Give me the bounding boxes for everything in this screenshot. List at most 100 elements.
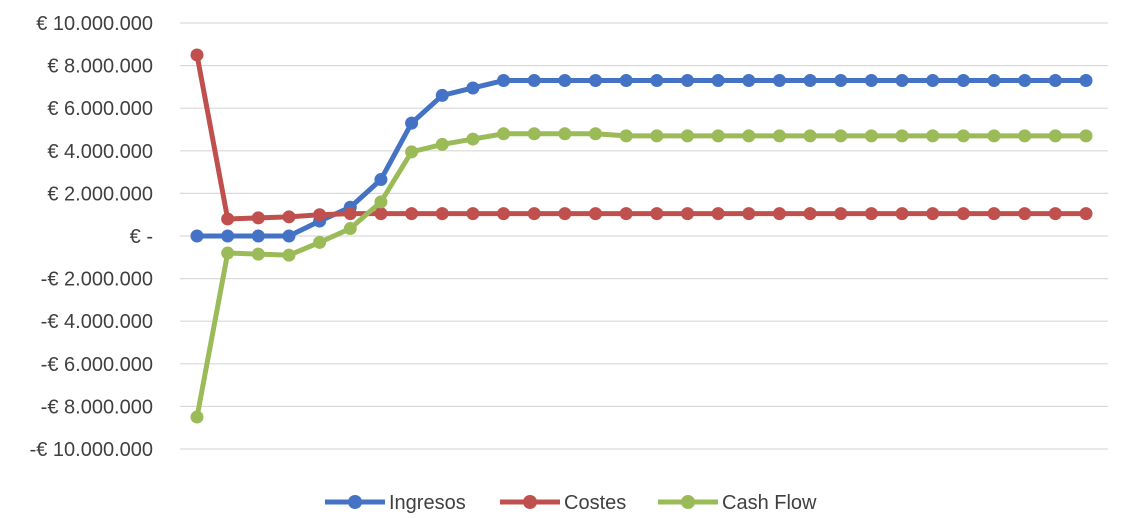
legend-label-ingresos: Ingresos — [389, 492, 466, 514]
data-point-cash-flow — [405, 145, 419, 159]
data-point-costes — [313, 208, 327, 222]
data-point-cash-flow — [313, 235, 327, 249]
data-point-ingresos — [1048, 74, 1062, 88]
legend: Ingresos Costes Cash Flow — [325, 492, 817, 514]
data-point-cash-flow — [497, 127, 511, 141]
data-point-ingresos — [895, 74, 909, 88]
data-point-ingresos — [987, 74, 1001, 88]
data-point-cash-flow — [190, 410, 204, 424]
data-point-costes — [589, 207, 603, 221]
data-point-ingresos — [834, 74, 848, 88]
data-point-costes — [497, 207, 511, 221]
data-point-cash-flow — [466, 132, 480, 146]
data-point-cash-flow — [435, 137, 449, 151]
data-point-cash-flow — [527, 127, 541, 141]
data-point-ingresos — [650, 74, 664, 88]
data-point-cash-flow — [711, 129, 725, 143]
data-point-cash-flow — [680, 129, 694, 143]
data-point-costes — [405, 207, 419, 221]
y-tick-label: € 10.000.000 — [36, 13, 153, 35]
data-point-costes — [282, 210, 296, 224]
data-point-cash-flow — [895, 129, 909, 143]
data-point-costes — [466, 207, 480, 221]
data-point-ingresos — [1018, 74, 1032, 88]
y-tick-label: € - — [130, 226, 153, 248]
data-point-costes — [221, 212, 235, 226]
data-point-costes — [711, 207, 725, 221]
data-point-cash-flow — [282, 248, 296, 262]
data-point-ingresos — [374, 173, 388, 187]
legend-swatch-marker-ingresos — [348, 495, 362, 509]
data-point-ingresos — [589, 74, 603, 88]
data-point-ingresos — [619, 74, 633, 88]
data-point-cash-flow — [558, 127, 572, 141]
data-point-ingresos — [282, 229, 296, 243]
series-points — [190, 48, 1093, 424]
data-point-costes — [956, 207, 970, 221]
data-point-costes — [558, 207, 572, 221]
series-line-cash-flow — [194, 131, 1089, 420]
data-point-costes — [987, 207, 1001, 221]
data-point-costes — [864, 207, 878, 221]
data-point-ingresos — [956, 74, 970, 88]
data-point-costes — [190, 48, 204, 62]
data-point-ingresos — [221, 229, 235, 243]
data-point-cash-flow — [772, 129, 786, 143]
data-point-costes — [895, 207, 909, 221]
data-point-costes — [680, 207, 694, 221]
data-point-costes — [926, 207, 940, 221]
data-point-ingresos — [405, 116, 419, 130]
data-point-cash-flow — [221, 246, 235, 260]
data-point-ingresos — [251, 229, 265, 243]
data-point-ingresos — [680, 74, 694, 88]
data-point-cash-flow — [834, 129, 848, 143]
data-point-cash-flow — [1079, 129, 1093, 143]
data-point-costes — [1079, 207, 1093, 221]
data-point-ingresos — [711, 74, 725, 88]
data-point-ingresos — [435, 88, 449, 102]
data-point-ingresos — [190, 229, 204, 243]
data-point-cash-flow — [742, 129, 756, 143]
y-tick-label: -€ 2.000.000 — [41, 269, 153, 291]
data-point-ingresos — [558, 74, 572, 88]
data-point-cash-flow — [650, 129, 664, 143]
legend-label-costes: Costes — [564, 492, 626, 514]
data-point-costes — [527, 207, 541, 221]
data-point-cash-flow — [374, 195, 388, 209]
data-point-ingresos — [527, 74, 541, 88]
legend-label-cash-flow: Cash Flow — [722, 492, 817, 514]
data-point-cash-flow — [864, 129, 878, 143]
y-tick-label: -€ 8.000.000 — [41, 396, 153, 418]
y-tick-label: -€ 4.000.000 — [41, 311, 153, 333]
data-point-costes — [251, 211, 265, 225]
data-point-costes — [435, 207, 449, 221]
y-tick-label: € 4.000.000 — [47, 141, 153, 163]
data-point-costes — [650, 207, 664, 221]
data-point-cash-flow — [619, 129, 633, 143]
data-point-costes — [1048, 207, 1062, 221]
data-point-costes — [1018, 207, 1032, 221]
data-point-ingresos — [772, 74, 786, 88]
data-point-costes — [343, 207, 357, 221]
data-point-cash-flow — [956, 129, 970, 143]
data-point-ingresos — [1079, 74, 1093, 88]
data-point-ingresos — [466, 81, 480, 95]
data-point-ingresos — [803, 74, 817, 88]
data-point-costes — [374, 207, 388, 221]
data-point-ingresos — [926, 74, 940, 88]
y-tick-label: -€ 6.000.000 — [41, 354, 153, 376]
data-point-cash-flow — [589, 127, 603, 141]
y-tick-label: € 2.000.000 — [47, 183, 153, 205]
data-point-ingresos — [742, 74, 756, 88]
data-point-cash-flow — [987, 129, 1001, 143]
data-point-costes — [834, 207, 848, 221]
data-point-costes — [803, 207, 817, 221]
data-point-ingresos — [864, 74, 878, 88]
y-tick-label: € 8.000.000 — [47, 56, 153, 78]
y-axis-tick-labels: € 10.000.000 € 8.000.000 € 6.000.000 € 4.00… — [30, 13, 153, 461]
y-tick-label: € 6.000.000 — [47, 98, 153, 120]
data-point-cash-flow — [803, 129, 817, 143]
data-point-costes — [742, 207, 756, 221]
legend-swatch-marker-costes — [523, 495, 537, 509]
